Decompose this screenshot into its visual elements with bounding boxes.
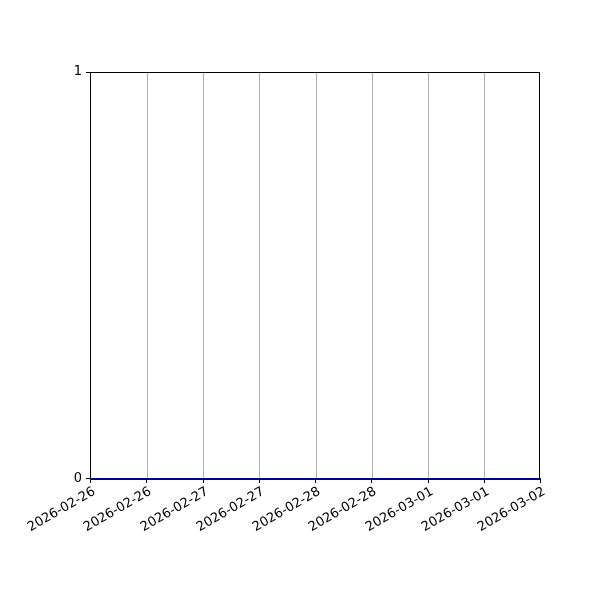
x-axis-tick xyxy=(540,479,541,483)
vertical-gridline xyxy=(371,73,373,478)
y-axis-tick xyxy=(86,478,90,479)
x-axis-tick xyxy=(202,479,204,483)
vertical-gridline xyxy=(484,73,486,478)
vertical-gridline xyxy=(146,73,148,478)
x-axis-tick xyxy=(146,479,148,483)
x-axis-tick xyxy=(315,479,316,483)
series-line-layer xyxy=(91,478,541,480)
vertical-gridline xyxy=(259,73,261,478)
y-tick-label: 1 xyxy=(73,64,82,79)
x-axis-tick xyxy=(258,479,260,483)
x-axis-tick xyxy=(371,479,373,483)
x-axis-tick xyxy=(427,479,429,483)
vertical-gridline xyxy=(315,73,317,478)
vertical-gridline xyxy=(203,73,204,478)
plot-area xyxy=(90,72,541,480)
x-axis-tick xyxy=(483,479,485,483)
vertical-gridline xyxy=(428,73,429,478)
y-axis-tick xyxy=(86,72,90,73)
y-tick-label: 0 xyxy=(73,471,82,486)
x-axis-tick xyxy=(90,479,91,483)
